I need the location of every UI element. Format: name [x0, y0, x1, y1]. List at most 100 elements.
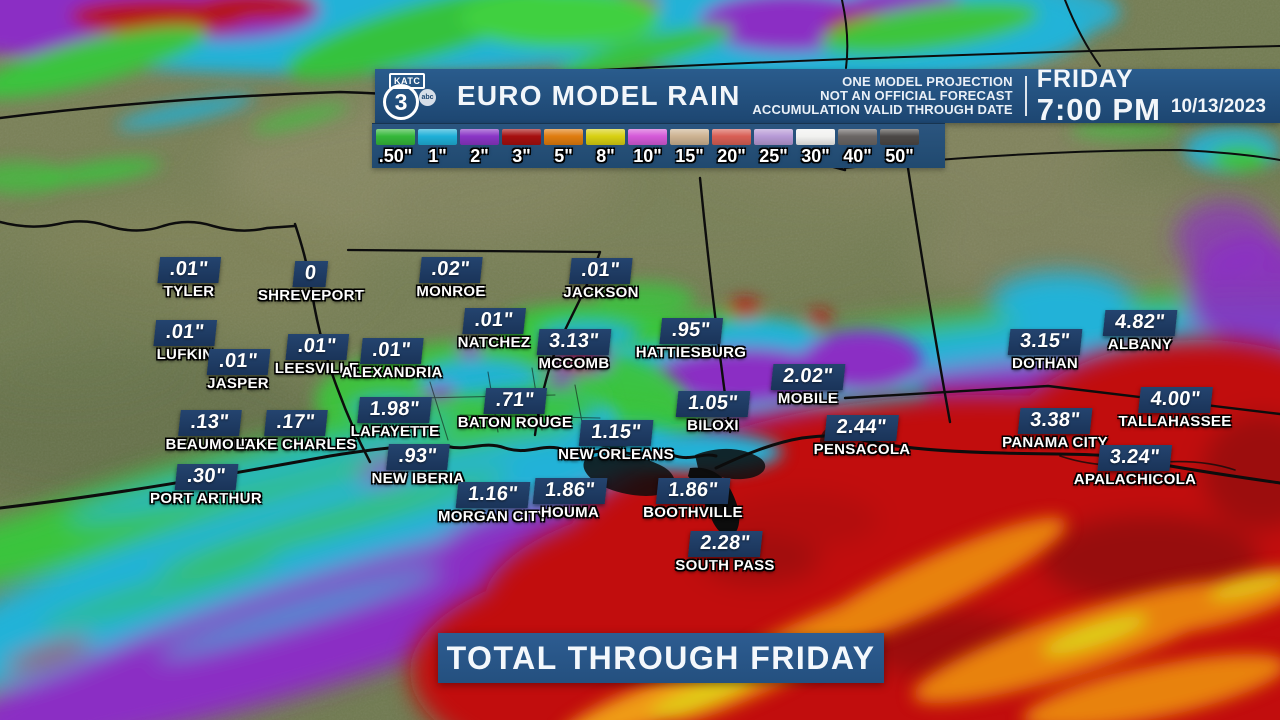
- disclaimer-line-3: ACCUMULATION VALID THROUGH DATE: [752, 102, 1013, 118]
- city-rainfall-label: 1.16" MORGAN CITY: [438, 482, 548, 525]
- city-name: SOUTH PASS: [675, 557, 775, 574]
- city-name: ALEXANDRIA: [341, 364, 443, 381]
- city-rainfall-label: 2.02" MOBILE: [770, 364, 846, 407]
- city-rainfall-label: .93" NEW IBERIA: [372, 444, 465, 487]
- legend-swatch: [880, 129, 919, 145]
- city-rainfall-label: .02" MONROE: [416, 257, 485, 300]
- legend-swatch: [796, 129, 835, 145]
- rainfall-value: 3.24": [1097, 445, 1173, 471]
- city-rainfall-label: 1.86" BOOTHVILLE: [643, 478, 743, 521]
- legend-swatch: [712, 129, 751, 145]
- city-rainfall-label: 3.15" DOTHAN: [1007, 329, 1083, 372]
- rainfall-value: .13": [178, 410, 242, 436]
- legend-swatch: [460, 129, 499, 145]
- city-name: MCCOMB: [538, 355, 610, 372]
- rainfall-value: 4.00": [1137, 387, 1213, 413]
- legend-swatch: [754, 129, 793, 145]
- legend-label: 50": [885, 146, 914, 166]
- legend-item: 10": [628, 129, 667, 167]
- city-name: JASPER: [207, 375, 269, 392]
- city-name: ALBANY: [1107, 336, 1173, 353]
- city-rainfall-label: 3.13" MCCOMB: [536, 329, 612, 372]
- city-name: LAFAYETTE: [350, 423, 440, 440]
- rainfall-value: 2.28": [687, 531, 763, 557]
- city-rainfall-label: 1.86" HOUMA: [532, 478, 608, 521]
- disclaimer-text: ONE MODEL PROJECTION NOT AN OFFICIAL FOR…: [752, 73, 1013, 118]
- city-rainfall-label: 3.38" PANAMA CITY: [1002, 408, 1108, 451]
- legend-swatch: [544, 129, 583, 145]
- legend-label: 15": [675, 146, 704, 166]
- legend-label: 3": [512, 146, 531, 166]
- city-name: BILOXI: [687, 417, 739, 434]
- city-rainfall-label: .95" HATTIESBURG: [636, 318, 747, 361]
- city-name: BEAUMONT: [165, 436, 255, 453]
- rainfall-value: 4.82": [1102, 310, 1178, 336]
- rainfall-value: .95": [659, 318, 723, 344]
- legend-bar: .50" 1" 2" 3" 5" 8" 10" 15" 20" 25" 30" 40" 50": [372, 123, 945, 168]
- city-name: BATON ROUGE: [457, 414, 573, 431]
- city-rainfall-label: .13" BEAUMONT: [165, 410, 254, 453]
- city-name: PANAMA CITY: [1002, 434, 1108, 451]
- city-name: TALLAHASSEE: [1118, 413, 1232, 430]
- city-name: TYLER: [163, 283, 215, 300]
- rainfall-value: .01": [153, 320, 217, 346]
- header-bar: KATC 3 abc EURO MODEL RAIN ONE MODEL PRO…: [375, 65, 1280, 126]
- legend-label: 1": [428, 146, 447, 166]
- legend-label: 8": [596, 146, 615, 166]
- city-name: BOOTHVILLE: [643, 504, 743, 521]
- page-title: EURO MODEL RAIN: [457, 80, 741, 111]
- rainfall-value: .01": [360, 338, 424, 364]
- city-name: PENSACOLA: [813, 441, 911, 458]
- city-name: LEESVILLE: [274, 360, 360, 377]
- rainfall-value: 3.38": [1017, 408, 1093, 434]
- rainfall-value: 0: [292, 261, 330, 287]
- banner-text: TOTAL THROUGH FRIDAY: [446, 639, 876, 676]
- legend-item: 20": [712, 129, 751, 167]
- city-name: LUFKIN: [156, 346, 214, 363]
- city-name: NATCHEZ: [457, 334, 531, 351]
- disclaimer-line-1: ONE MODEL PROJECTION: [842, 73, 1013, 89]
- city-rainfall-label: .01" ALEXANDRIA: [341, 338, 442, 381]
- valid-date: 10/13/2023: [1170, 96, 1266, 117]
- rainfall-value: .01": [285, 334, 349, 360]
- city-rainfall-label: 2.44" PENSACOLA: [814, 415, 911, 458]
- rainfall-value: .01": [569, 258, 633, 284]
- legend-label: 25": [759, 146, 788, 166]
- rainfall-value: 1.86": [532, 478, 608, 504]
- legend-item: 3": [502, 129, 541, 167]
- city-name: NEW ORLEANS: [558, 446, 674, 463]
- rainfall-value: 1.16": [455, 482, 531, 508]
- legend-item: 50": [880, 129, 919, 167]
- city-name: HATTIESBURG: [635, 344, 747, 361]
- channel-number: 3: [383, 84, 419, 120]
- legend-label: .50": [378, 146, 413, 166]
- legend-label: 20": [717, 146, 746, 166]
- legend-item: 8": [586, 129, 625, 167]
- rainfall-value: .01": [157, 257, 221, 283]
- legend-swatch: [670, 129, 709, 145]
- legend-swatch: [586, 129, 625, 145]
- valid-daytime: FRIDAY 7:00 PM: [1036, 65, 1161, 126]
- valid-day: FRIDAY: [1036, 65, 1134, 93]
- city-rainfall-label: 2.28" SOUTH PASS: [675, 531, 774, 574]
- legend-item: 5": [544, 129, 583, 167]
- bottom-banner: TOTAL THROUGH FRIDAY: [438, 633, 884, 683]
- city-rainfall-label: 4.00" TALLAHASSEE: [1118, 387, 1231, 430]
- legend-label: 40": [843, 146, 872, 166]
- city-rainfall-label: .01" LEESVILLE: [275, 334, 359, 377]
- legend-item: 30": [796, 129, 835, 167]
- legend-item: 2": [460, 129, 499, 167]
- city-name: JACKSON: [563, 284, 639, 301]
- legend-label: 5": [554, 146, 573, 166]
- city-name: SHREVEPORT: [257, 287, 365, 304]
- city-rainfall-label: 1.05" BILOXI: [675, 391, 751, 434]
- legend-item: 1": [418, 129, 457, 167]
- city-rainfall-label: .01" JASPER: [206, 349, 270, 392]
- city-name: HOUMA: [540, 504, 600, 521]
- city-rainfall-label: .71" BATON ROUGE: [458, 388, 572, 431]
- rainfall-value: 3.13": [536, 329, 612, 355]
- city-rainfall-label: .01" LUFKIN: [153, 320, 217, 363]
- legend-label: 30": [801, 146, 830, 166]
- rainfall-value: 1.05": [675, 391, 751, 417]
- header-divider: [1024, 76, 1027, 116]
